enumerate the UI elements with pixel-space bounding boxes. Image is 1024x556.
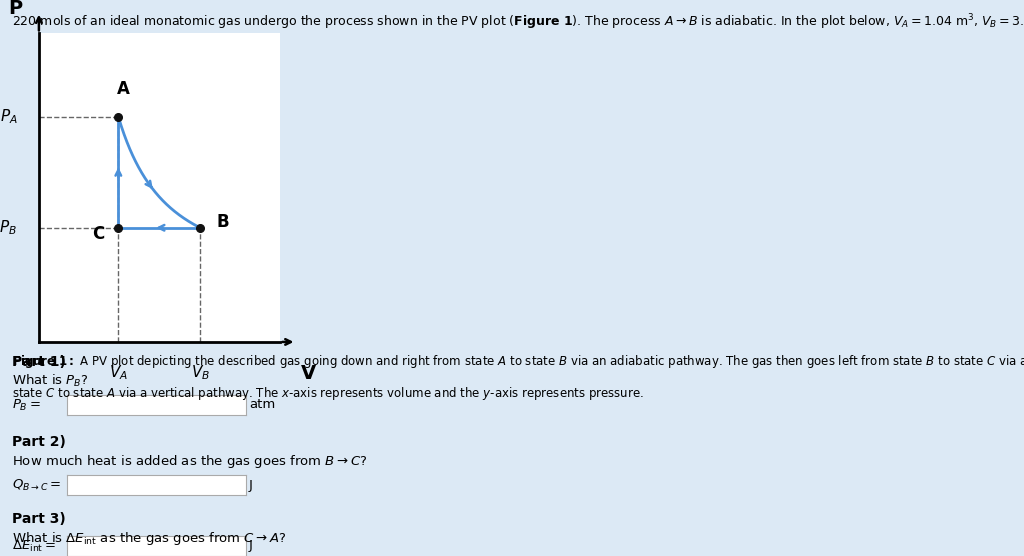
Text: Part 3): Part 3): [12, 512, 66, 526]
Text: $V_A$: $V_A$: [109, 364, 128, 382]
Text: $P_A$: $P_A$: [0, 107, 17, 126]
Text: What is $P_B$?: What is $P_B$?: [12, 373, 89, 389]
Text: Part 2): Part 2): [12, 435, 67, 449]
Text: A: A: [117, 80, 130, 98]
Text: state $C$ to state $A$ via a vertical pathway. The $x$-axis represents volume an: state $C$ to state $A$ via a vertical pa…: [12, 385, 644, 403]
Text: J: J: [249, 479, 253, 492]
Text: atm: atm: [249, 399, 275, 411]
Text: V: V: [301, 364, 316, 383]
Text: $Q_{B\rightarrow C} =$: $Q_{B\rightarrow C} =$: [12, 478, 61, 493]
Text: J: J: [249, 539, 253, 553]
Text: C: C: [91, 225, 103, 243]
Text: $P_B$: $P_B$: [0, 219, 17, 237]
Text: $\Delta E_{\mathrm{int}} =$: $\Delta E_{\mathrm{int}} =$: [12, 538, 56, 554]
Text: B: B: [217, 212, 229, 231]
Text: $P_B =$: $P_B =$: [12, 398, 41, 413]
Text: How much heat is added as the gas goes from $B \rightarrow C$?: How much heat is added as the gas goes f…: [12, 453, 368, 470]
Text: $\mathbf{Figure\ 1:}$ A PV plot depicting the described gas going down and right: $\mathbf{Figure\ 1:}$ A PV plot depictin…: [12, 353, 1024, 370]
Text: $V_B$: $V_B$: [190, 364, 210, 382]
Text: P: P: [8, 0, 22, 18]
Text: 220 mols of an ideal monatomic gas undergo the process shown in the PV plot ($\m: 220 mols of an ideal monatomic gas under…: [12, 12, 1024, 32]
Text: Part 1): Part 1): [12, 355, 67, 369]
Text: What is $\Delta E_{\mathrm{int}}$ as the gas goes from $C \rightarrow A$?: What is $\Delta E_{\mathrm{int}}$ as the…: [12, 530, 287, 547]
